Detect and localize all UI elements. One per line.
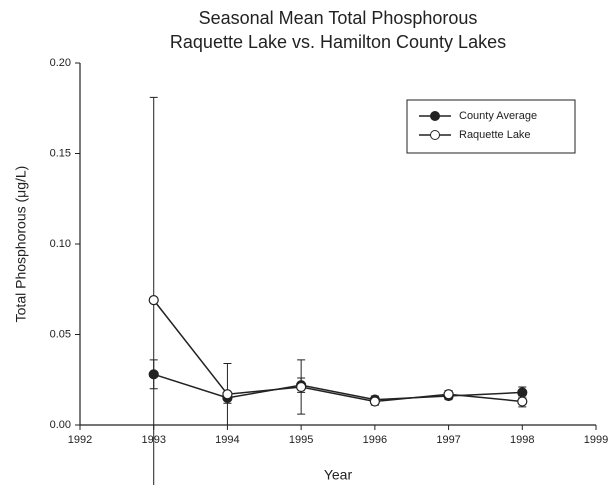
marker xyxy=(517,387,528,398)
marker xyxy=(296,381,307,393)
y-tick-label: 0.15 xyxy=(50,147,71,159)
x-tick-label: 1999 xyxy=(584,434,608,446)
y-tick-label: 0.00 xyxy=(50,419,71,431)
x-tick-label: 1998 xyxy=(510,434,534,446)
error-bar xyxy=(149,96,158,485)
marker xyxy=(148,369,159,380)
chart-subtitle: Raquette Lake vs. Hamilton County Lakes xyxy=(170,32,506,52)
legend-marker xyxy=(430,130,440,140)
x-tick-label: 1994 xyxy=(215,434,239,446)
marker xyxy=(517,396,528,407)
y-tick-label: 0.05 xyxy=(50,328,71,340)
marker xyxy=(222,389,233,400)
marker xyxy=(369,396,380,407)
series-line xyxy=(153,299,523,403)
x-tick-label: 1995 xyxy=(289,434,313,446)
marker xyxy=(443,389,454,400)
chart-title: Seasonal Mean Total Phosphorous xyxy=(199,8,478,28)
marker xyxy=(148,295,159,306)
y-tick-label: 0.20 xyxy=(50,57,71,69)
x-tick-label: 1997 xyxy=(436,434,460,446)
y-axis-label: Total Phosphorous (μg/L) xyxy=(13,166,29,323)
x-tick-label: 1992 xyxy=(68,434,92,446)
legend-marker xyxy=(430,111,440,121)
y-tick-label: 0.10 xyxy=(50,238,71,250)
legend-text: Raquette Lake xyxy=(459,129,531,141)
x-axis-label: Year xyxy=(324,467,353,483)
legend-text: County Average xyxy=(459,110,537,122)
x-tick-label: 1996 xyxy=(363,434,387,446)
legend-box xyxy=(406,99,576,154)
